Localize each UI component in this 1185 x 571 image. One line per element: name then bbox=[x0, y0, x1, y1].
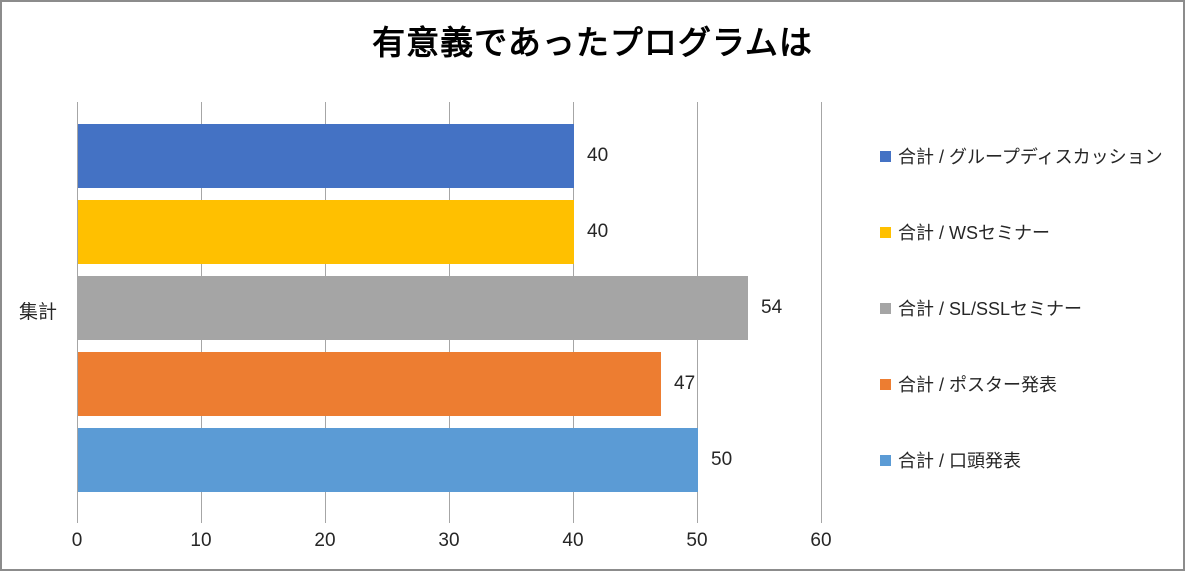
legend-label: 合計 / SL/SSLセミナー bbox=[898, 299, 1083, 319]
legend-label: 合計 / ポスター発表 bbox=[898, 375, 1058, 395]
legend-label: 合計 / グループディスカッション bbox=[898, 147, 1163, 167]
legend-item: 合計 / WSセミナー bbox=[880, 221, 1050, 243]
plot-area: 40 40 54 47 50 bbox=[77, 102, 822, 523]
bar-value-label: 40 bbox=[587, 145, 609, 166]
bar-4 bbox=[78, 352, 661, 416]
legend-item: 合計 / ポスター発表 bbox=[880, 373, 1057, 395]
legend-label: 合計 / WSセミナー bbox=[898, 223, 1050, 243]
x-tick-label: 50 bbox=[686, 530, 708, 551]
legend-item: 合計 / グループディスカッション bbox=[880, 145, 1163, 167]
legend-item: 合計 / SL/SSLセミナー bbox=[880, 297, 1082, 319]
x-tick-label: 20 bbox=[314, 530, 336, 551]
gridline bbox=[77, 102, 78, 523]
legend-swatch-icon bbox=[880, 378, 891, 390]
legend-label: 合計 / 口頭発表 bbox=[898, 451, 1022, 471]
x-tick-label: 60 bbox=[810, 530, 832, 551]
legend-swatch-icon bbox=[880, 302, 891, 314]
x-tick-label: 0 bbox=[71, 530, 83, 551]
bar-1 bbox=[78, 124, 574, 188]
x-tick-label: 30 bbox=[438, 530, 460, 551]
x-axis: 0 10 20 30 40 50 60 bbox=[72, 530, 832, 556]
legend-swatch-icon bbox=[880, 454, 891, 466]
bar-2 bbox=[78, 200, 574, 264]
legend-item: 合計 / 口頭発表 bbox=[880, 449, 1021, 471]
bar-value-label: 50 bbox=[711, 449, 733, 470]
bar-value-label: 54 bbox=[761, 297, 783, 318]
category-axis-label: 集計 bbox=[18, 302, 57, 323]
gridline bbox=[821, 102, 822, 523]
bar-5 bbox=[78, 428, 698, 492]
x-tick-label: 40 bbox=[562, 530, 584, 551]
bar-value-label: 40 bbox=[587, 221, 609, 242]
legend: 合計 / グループディスカッション 合計 / WSセミナー合計 / SL/SSLセ… bbox=[880, 102, 1180, 519]
bar-value-label: 47 bbox=[674, 373, 696, 394]
x-tick-label: 10 bbox=[190, 530, 212, 551]
chart-title: 有意義であったプログラムは bbox=[372, 24, 813, 61]
bar-3 bbox=[78, 276, 748, 340]
legend-swatch-icon bbox=[880, 150, 891, 162]
legend-swatch-icon bbox=[880, 226, 891, 238]
